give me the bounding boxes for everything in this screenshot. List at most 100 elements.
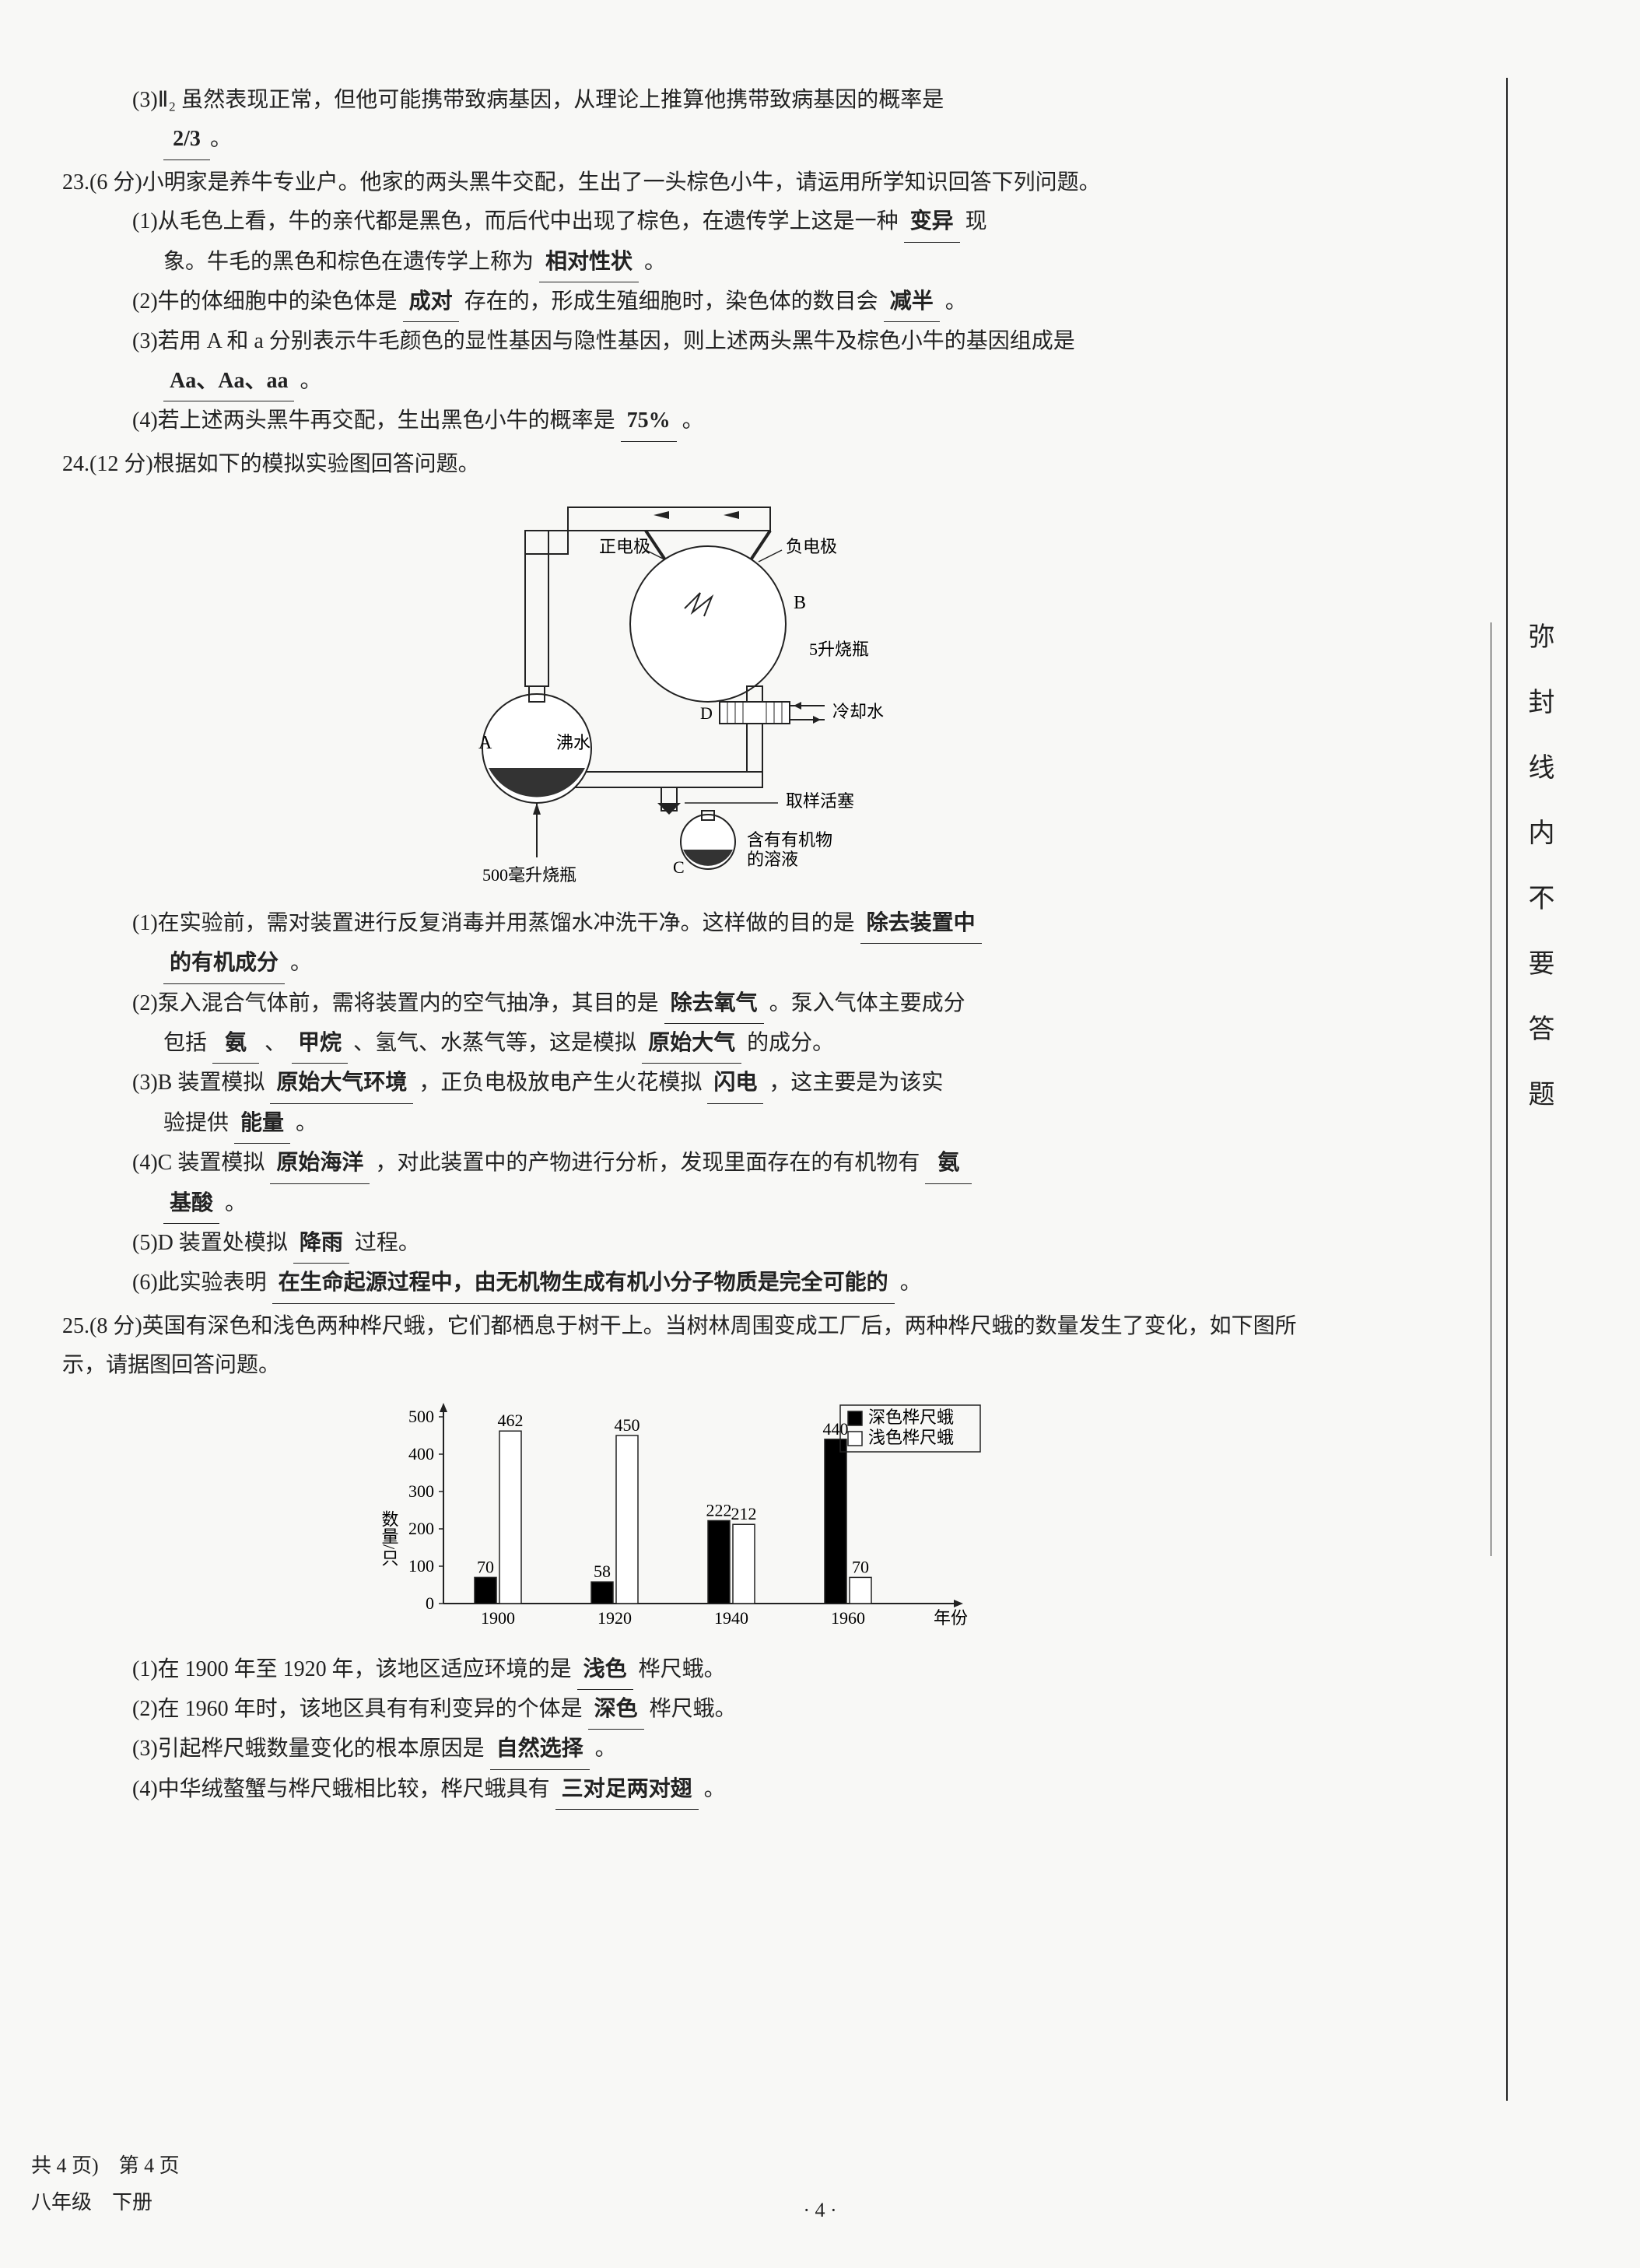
q23-2-mid: 存在的，形成生殖细胞时，染色体的数目会: [464, 289, 878, 314]
q25-4-ans: 三对足两对翅: [555, 1770, 699, 1810]
q24-3b: 验提供 能量 。: [62, 1104, 1338, 1144]
q24-3-mid: ，正负电极放电产生火花模拟: [419, 1071, 702, 1095]
svg-text:450: 450: [615, 1415, 640, 1435]
q24-4b: 基酸 。: [62, 1184, 1338, 1224]
lbl-B: B: [794, 593, 806, 613]
q24-1: (1)在实验前，需对装置进行反复消毒并用蒸馏水冲洗干净。这样做的目的是 除去装置…: [62, 904, 1338, 944]
q24-1b: 的有机成分 。: [62, 944, 1338, 983]
lbl-org2: 的溶液: [747, 850, 798, 869]
q25-3-suf: 。: [595, 1737, 617, 1761]
q24-4: (4)C 装置模拟 原始海洋 ，对此装置中的产物进行分析，发现里面存在的有机物有…: [62, 1144, 1338, 1183]
apparatus-svg: 正电极 负电极 B 5升烧瓶 D 冷却水: [405, 492, 996, 896]
svg-text:100: 100: [408, 1556, 434, 1576]
lbl-5l: 5升烧瓶: [809, 640, 869, 659]
q24-6: (6)此实验表明 在生命起源过程中，由无机物生成有机小分子物质是完全可能的 。: [62, 1264, 1338, 1303]
page-content: (3)Ⅱ₂ 虽然表现正常，但他可能携带致病基因，从理论上推算他携带致病基因的概率…: [62, 81, 1338, 1810]
svg-text:1900: 1900: [481, 1608, 515, 1628]
q24-2b-text: 包括: [163, 1031, 207, 1055]
lbl-A: A: [478, 733, 492, 753]
lbl-D: D: [700, 703, 713, 723]
lbl-pos: 正电极: [599, 537, 650, 556]
q24-2b: 包括 氨 、 甲烷 、氢气、水蒸气等，这是模拟 原始大气 的成分。: [62, 1024, 1338, 1064]
q24-2b-ans3: 原始大气: [642, 1024, 741, 1064]
q23-4: (4)若上述两头黑牛再交配，生出黑色小牛的概率是 75% 。: [62, 401, 1338, 441]
q24-1-cont: 的有机成分: [163, 944, 285, 983]
lbl-boil: 沸水: [556, 733, 590, 752]
q24-5-ans: 降雨: [293, 1224, 349, 1264]
svg-text:年份: 年份: [934, 1608, 968, 1628]
svg-text:浅色桦尺蛾: 浅色桦尺蛾: [868, 1428, 954, 1447]
svg-text:1920: 1920: [597, 1608, 632, 1628]
q23-1b-suf: 。: [644, 250, 666, 274]
svg-text:58: 58: [594, 1562, 611, 1581]
moth-chart-svg: 0100200300400500数量/只70462190058450192022…: [350, 1393, 1050, 1642]
q24-6-suf: 。: [900, 1271, 922, 1295]
lbl-org1: 含有有机物: [747, 830, 832, 850]
footer-center: · 4 ·: [803, 2193, 836, 2229]
q24-5-suf: 过程。: [355, 1231, 420, 1255]
q23-3-ans: Aa、Aa、aa: [163, 362, 294, 401]
svg-text:0: 0: [426, 1593, 434, 1613]
q23-4-suf: 。: [682, 408, 704, 433]
svg-text:数量/只: 数量/只: [380, 1510, 399, 1566]
svg-text:70: 70: [852, 1557, 869, 1576]
q23-4-ans: 75%: [621, 401, 677, 441]
q25-2-text: (2)在 1960 年时，该地区具有有利变异的个体是: [132, 1697, 583, 1721]
q25-2-suf: 桦尺蛾。: [650, 1697, 737, 1721]
q23-1b-text: 象。牛毛的黑色和棕色在遗传学上称为: [163, 250, 534, 274]
seal-line-text: 弥封线内不要答题: [1491, 622, 1562, 1556]
q23-1a-suf: 现: [965, 209, 987, 233]
svg-text:300: 300: [408, 1481, 434, 1501]
footer-l2: 八年级 下册: [31, 2185, 180, 2221]
q22-3-ans: 2/3: [163, 120, 210, 159]
q23-3b: Aa、Aa、aa 。: [62, 362, 1338, 401]
q22-3: (3)Ⅱ₂ 虽然表现正常，但他可能携带致病基因，从理论上推算他携带致病基因的概率…: [62, 81, 1338, 120]
q24-3-ans3: 能量: [234, 1104, 290, 1144]
q24-head-text: 24.(12 分)根据如下的模拟实验图回答问题。: [62, 452, 480, 476]
q25-head: 25.(8 分)英国有深色和浅色两种桦尺蛾，它们都栖息于树干上。当树林周围变成工…: [62, 1307, 1338, 1386]
q25-3-text: (3)引起桦尺蛾数量变化的根本原因是: [132, 1737, 485, 1761]
q25-2-ans: 深色: [588, 1690, 644, 1730]
q24-1-suf: 。: [290, 951, 312, 975]
q23-1a: (1)从毛色上看，牛的亲代都是黑色，而后代中出现了棕色，在遗传学上这是一种 变异…: [62, 202, 1338, 242]
q24-2a-ans: 除去氧气: [664, 984, 764, 1024]
q24-2b-mid1: 、: [265, 1031, 286, 1055]
svg-text:深色桦尺蛾: 深色桦尺蛾: [868, 1407, 954, 1427]
lbl-cool: 冷却水: [832, 702, 884, 721]
q25-2: (2)在 1960 年时，该地区具有有利变异的个体是 深色 桦尺蛾。: [62, 1690, 1338, 1730]
q24-4-text: (4)C 装置模拟: [132, 1151, 265, 1175]
q24-3-suf: ，这主要是为该实: [769, 1071, 943, 1095]
q23-2-ans2: 减半: [884, 282, 940, 322]
q23-1b-ans: 相对性状: [539, 243, 639, 282]
q24-3-ans1: 原始大气环境: [270, 1064, 413, 1103]
q24-diagram: 正电极 负电极 B 5升烧瓶 D 冷却水: [62, 492, 1338, 896]
q25-1-suf: 桦尺蛾。: [639, 1657, 726, 1681]
q24-3-text: (3)B 装置模拟: [132, 1071, 265, 1095]
q25-4: (4)中华绒螯蟹与桦尺蛾相比较，桦尺蛾具有 三对足两对翅 。: [62, 1770, 1338, 1810]
svg-text:1960: 1960: [831, 1608, 865, 1628]
q23-4-text: (4)若上述两头黑牛再交配，生出黑色小牛的概率是: [132, 408, 615, 433]
svg-text:440: 440: [823, 1418, 849, 1438]
q23-1b: 象。牛毛的黑色和棕色在遗传学上称为 相对性状 。: [62, 243, 1338, 282]
q24-3-ans2: 闪电: [707, 1064, 763, 1103]
q24-2b-ans2: 甲烷: [292, 1024, 348, 1064]
q24-3-cont: 验提供: [163, 1111, 229, 1135]
q24-4-cont: 基酸: [163, 1184, 219, 1224]
q25-head-text: 25.(8 分)英国有深色和浅色两种桦尺蛾，它们都栖息于树干上。当树林周围变成工…: [62, 1314, 1297, 1377]
footer-left: 共 4 页) 第 4 页 八年级 下册: [31, 2148, 180, 2221]
q23-3-suf: 。: [300, 369, 321, 393]
q24-1-ans: 除去装置中: [860, 904, 982, 944]
q24-2b-ans1: 氨: [212, 1024, 259, 1064]
q24-4-end: 。: [225, 1191, 247, 1215]
q23-2-suf: 。: [945, 289, 967, 314]
q25-4-suf: 。: [704, 1777, 726, 1801]
q24-4-ans2: 氨: [925, 1144, 972, 1183]
q24-2a-suf: 。泵入气体主要成分: [769, 991, 965, 1015]
q24-4-mid: ，对此装置中的产物进行分析，发现里面存在的有机物有: [375, 1151, 920, 1175]
q23-1a-ans: 变异: [904, 202, 960, 242]
svg-text:1940: 1940: [714, 1608, 748, 1628]
svg-text:400: 400: [408, 1444, 434, 1464]
q25-1-ans: 浅色: [577, 1650, 633, 1690]
q24-2b-suf: 的成分。: [747, 1031, 834, 1055]
svg-text:200: 200: [408, 1519, 434, 1538]
